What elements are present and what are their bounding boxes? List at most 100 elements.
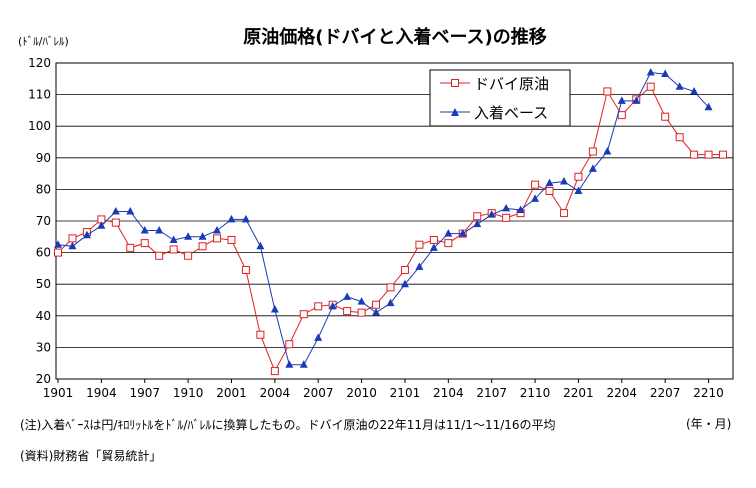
- legend-marker-dubai: [451, 79, 459, 87]
- data-point: [111, 218, 120, 227]
- data-point: [415, 262, 424, 270]
- source-note: (資料)財務省「貿易統計」: [20, 449, 162, 463]
- x-tick-label: 2207: [650, 386, 681, 400]
- data-point: [429, 235, 438, 244]
- data-point: [126, 243, 135, 252]
- data-point: [588, 147, 597, 156]
- data-point: [169, 235, 178, 243]
- x-tick-label: 1904: [86, 386, 117, 400]
- data-point: [661, 69, 670, 78]
- series-dubai: [54, 82, 727, 376]
- data-point: [444, 229, 453, 237]
- y-tick-label: 120: [28, 56, 51, 70]
- x-tick-label: 2104: [433, 386, 464, 400]
- legend-label-dubai: ドバイ原油: [474, 75, 549, 93]
- series-line: [57, 71, 709, 366]
- data-point: [473, 219, 482, 228]
- data-point: [155, 225, 164, 234]
- data-point: [690, 150, 699, 159]
- data-point: [531, 180, 540, 189]
- legend-marker-arrival: [451, 108, 459, 116]
- data-point: [559, 177, 568, 185]
- y-axis-unit-label: (ﾄﾞﾙ/ﾊﾞﾚﾙ): [18, 35, 69, 48]
- data-point: [588, 164, 597, 172]
- data-point: [502, 213, 511, 222]
- data-point: [198, 232, 207, 240]
- data-point: [386, 298, 395, 307]
- data-point: [675, 133, 684, 142]
- data-point: [545, 186, 554, 195]
- data-point: [68, 241, 77, 250]
- data-point: [54, 248, 62, 257]
- y-tick-label: 100: [28, 119, 51, 133]
- data-point: [574, 172, 583, 181]
- data-point: [617, 96, 626, 104]
- data-point: [386, 283, 395, 292]
- data-point: [574, 186, 583, 194]
- y-tick-label: 20: [36, 372, 51, 386]
- y-tick-label: 60: [36, 246, 51, 260]
- x-tick-label: 1907: [129, 386, 160, 400]
- data-point: [487, 210, 496, 218]
- data-point: [299, 360, 308, 368]
- y-tick-label: 50: [36, 277, 51, 291]
- data-point: [299, 310, 308, 319]
- x-tick-label: 2001: [216, 386, 247, 400]
- data-point: [646, 67, 655, 76]
- gridlines: [56, 94, 733, 348]
- data-point: [400, 265, 409, 274]
- data-point: [617, 111, 626, 120]
- y-tick-label: 40: [36, 309, 51, 323]
- data-point: [140, 239, 149, 248]
- series-group: [54, 67, 727, 376]
- data-point: [227, 214, 236, 223]
- x-tick-label: 2210: [693, 386, 724, 400]
- data-point: [68, 234, 77, 243]
- data-point: [531, 194, 540, 202]
- data-point: [704, 150, 713, 159]
- data-point: [184, 232, 193, 240]
- data-point: [675, 82, 684, 90]
- data-point: [357, 297, 366, 305]
- data-point: [704, 102, 713, 111]
- y-axis: 20 30 40 50 60 70 80 90 100 110 120: [28, 56, 51, 386]
- data-point: [357, 308, 366, 317]
- y-tick-label: 70: [36, 214, 51, 228]
- data-point: [473, 212, 482, 221]
- data-point: [415, 240, 424, 249]
- legend-label-arrival: 入着ベース: [474, 104, 548, 122]
- data-point: [444, 239, 453, 248]
- data-point: [256, 330, 265, 339]
- x-tick-label: 2107: [476, 386, 507, 400]
- data-point: [169, 245, 178, 254]
- x-tick-label: 1901: [43, 386, 74, 400]
- y-tick-label: 80: [36, 182, 51, 196]
- data-point: [198, 242, 207, 251]
- data-point: [184, 251, 193, 260]
- data-point: [343, 292, 352, 300]
- plot-area-frame: [55, 62, 734, 380]
- data-point: [82, 230, 91, 239]
- x-axis-unit-label: (年・月): [686, 417, 731, 431]
- data-point: [241, 214, 250, 223]
- x-tick-label: 2101: [390, 386, 421, 400]
- footnote: (注)入着ﾍﾞｰｽは円/ｷﾛﾘｯﾄﾙをﾄﾞﾙ/ﾊﾞﾚﾙに換算したもの。ドバイ原油…: [20, 418, 556, 432]
- x-tick-label: 2004: [260, 386, 291, 400]
- data-point: [559, 209, 568, 218]
- data-point: [400, 279, 409, 288]
- chart-title: 原油価格(ドバイと入着ベース)の推移: [243, 26, 547, 48]
- data-point: [97, 221, 106, 229]
- data-point: [256, 241, 265, 250]
- data-point: [632, 96, 641, 104]
- data-point: [343, 307, 352, 316]
- x-tick-label: 2201: [563, 386, 594, 400]
- data-point: [314, 333, 323, 341]
- data-point: [458, 229, 467, 237]
- x-tick-label: 2010: [346, 386, 377, 400]
- data-point: [54, 240, 62, 248]
- data-point: [603, 146, 612, 155]
- data-point: [213, 234, 222, 243]
- data-point: [328, 301, 337, 310]
- x-tick-label: 2110: [520, 386, 551, 400]
